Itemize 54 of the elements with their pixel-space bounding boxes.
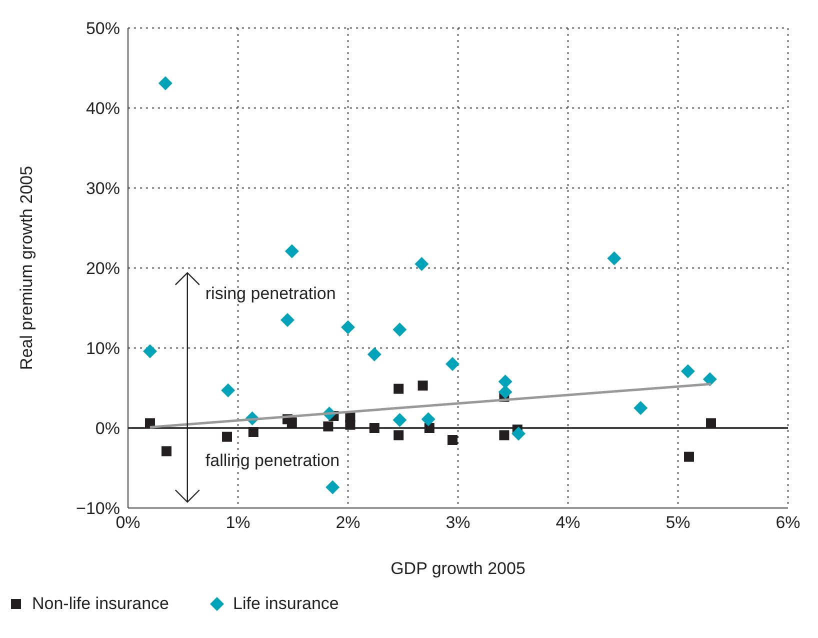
point xyxy=(448,435,458,445)
x-tick-label: 5% xyxy=(666,513,690,532)
point xyxy=(418,380,428,391)
point xyxy=(512,426,526,441)
point xyxy=(498,385,512,399)
point xyxy=(341,320,355,334)
point xyxy=(248,427,258,437)
legend-label: Non-life insurance xyxy=(32,594,170,614)
x-tick-label: 1% xyxy=(226,513,250,532)
point xyxy=(367,347,382,362)
point xyxy=(222,432,232,442)
point xyxy=(702,372,717,386)
x-tick-label: 0% xyxy=(116,513,140,532)
point xyxy=(286,417,297,428)
point xyxy=(323,421,334,432)
x-tick-label: 4% xyxy=(556,513,580,532)
y-axis-title: Real premium growth 2005 xyxy=(17,166,36,370)
annotation: falling penetration xyxy=(205,451,340,470)
point xyxy=(392,413,407,427)
point xyxy=(634,401,648,415)
y-tick-label: 50% xyxy=(86,19,120,38)
point xyxy=(221,383,236,398)
y-tick-label: 40% xyxy=(86,99,120,118)
point xyxy=(680,364,695,378)
point xyxy=(414,257,429,271)
point xyxy=(284,244,299,258)
point xyxy=(394,384,404,394)
point xyxy=(143,344,157,358)
point xyxy=(424,423,434,433)
y-tick-label: 0% xyxy=(95,419,120,438)
point xyxy=(392,322,407,337)
y-tick-label: 30% xyxy=(86,179,120,198)
point xyxy=(394,430,404,440)
point xyxy=(369,423,380,433)
legend-label: Life insurance xyxy=(233,594,339,614)
x-tick-label: 2% xyxy=(336,513,360,532)
x-tick-label: 3% xyxy=(446,513,470,532)
point xyxy=(498,374,512,389)
point xyxy=(326,480,340,494)
y-tick-label: 20% xyxy=(86,259,120,278)
point xyxy=(684,452,694,462)
annotation: rising penetration xyxy=(205,284,336,303)
point xyxy=(499,430,510,440)
point xyxy=(345,420,356,430)
point xyxy=(446,357,460,371)
x-axis-title: GDP growth 2005 xyxy=(390,559,526,578)
point xyxy=(158,76,172,90)
point xyxy=(706,418,716,428)
point xyxy=(421,412,436,426)
x-tick-label: 6% xyxy=(776,513,800,532)
y-tick-label: 10% xyxy=(86,339,120,358)
point xyxy=(607,251,622,266)
point xyxy=(280,313,294,327)
point xyxy=(162,446,172,456)
